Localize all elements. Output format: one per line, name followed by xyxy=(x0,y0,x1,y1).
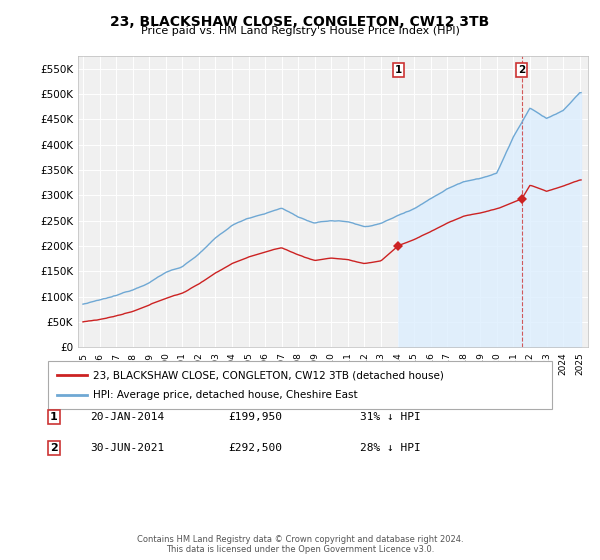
Text: 1: 1 xyxy=(395,65,402,75)
Text: 23, BLACKSHAW CLOSE, CONGLETON, CW12 3TB: 23, BLACKSHAW CLOSE, CONGLETON, CW12 3TB xyxy=(110,15,490,29)
Text: 20-JAN-2014: 20-JAN-2014 xyxy=(90,412,164,422)
Text: £292,500: £292,500 xyxy=(228,443,282,453)
Text: 30-JUN-2021: 30-JUN-2021 xyxy=(90,443,164,453)
Text: 1: 1 xyxy=(50,412,58,422)
Text: 23, BLACKSHAW CLOSE, CONGLETON, CW12 3TB (detached house): 23, BLACKSHAW CLOSE, CONGLETON, CW12 3TB… xyxy=(93,370,444,380)
Text: £199,950: £199,950 xyxy=(228,412,282,422)
Text: Price paid vs. HM Land Registry's House Price Index (HPI): Price paid vs. HM Land Registry's House … xyxy=(140,26,460,36)
Text: 2: 2 xyxy=(50,443,58,453)
Text: 28% ↓ HPI: 28% ↓ HPI xyxy=(360,443,421,453)
Text: 31% ↓ HPI: 31% ↓ HPI xyxy=(360,412,421,422)
Text: Contains HM Land Registry data © Crown copyright and database right 2024.
This d: Contains HM Land Registry data © Crown c… xyxy=(137,535,463,554)
Text: 2: 2 xyxy=(518,65,526,75)
Text: HPI: Average price, detached house, Cheshire East: HPI: Average price, detached house, Ches… xyxy=(93,390,358,400)
